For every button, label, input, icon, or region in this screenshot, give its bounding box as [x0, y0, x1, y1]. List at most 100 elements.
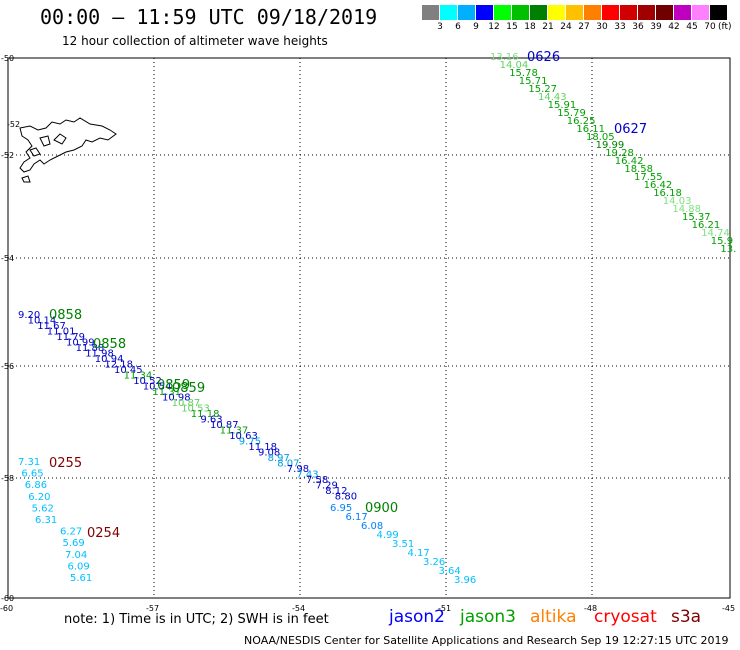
wave-height-value: 7.04 [65, 550, 87, 561]
legend-tick-label: 18 [524, 22, 536, 32]
map-title: 00:00 – 11:59 UTC 09/18/2019 [40, 5, 378, 29]
legend-tick-label: 24 [560, 22, 572, 32]
wave-height-value: 13. [720, 244, 736, 255]
wave-height-value: 7.43 [296, 470, 318, 481]
x-axis-label: -45 [722, 604, 735, 613]
legend-swatch [458, 5, 476, 20]
legend-swatch [494, 5, 512, 20]
wave-height-value: 11.01 [47, 327, 76, 338]
legend-swatch [674, 5, 692, 20]
wave-height-value: 10.99 [66, 338, 95, 349]
wave-height-value: 11.88 [76, 343, 105, 354]
wave-height-value: 11.18 [248, 442, 277, 453]
wave-height-value: 8.80 [335, 492, 357, 503]
wave-height-value: 9.75 [239, 437, 261, 448]
legend-tick-label: 15 [506, 22, 518, 32]
wave-height-value: 16.18 [653, 188, 682, 199]
wave-height-value: 10.52 [133, 376, 162, 387]
wave-height-value: 8.97 [268, 453, 290, 464]
wave-height-value: 12.18 [104, 360, 133, 371]
wave-height-value: 16.11 [576, 124, 605, 135]
pass-time-label: 0858 [49, 308, 82, 323]
legend-tick-label: 30 [596, 22, 608, 32]
satellite-legend-jason3: jason3 [460, 607, 516, 627]
y-axis-label: -56 [1, 362, 14, 371]
x-axis-label: -57 [146, 604, 159, 613]
wave-height-value: 3.51 [392, 539, 414, 550]
x-axis-label: -51 [438, 604, 451, 613]
wave-height-value: 9.20 [18, 310, 40, 321]
x-axis-label: -48 [584, 604, 597, 613]
wave-height-value: 18.58 [624, 164, 653, 175]
altimeter-tracks: 13.1614.0415.7815.7115.2714.4315.9115.79… [18, 52, 736, 586]
y-axis-label: -54 [1, 254, 14, 263]
y-axis-label: -58 [1, 474, 14, 483]
legend-swatch [656, 5, 674, 20]
legend-swatch [584, 5, 602, 20]
wave-height-value: 9.08 [258, 448, 280, 459]
satellite-legend-jason2: jason2 [389, 607, 445, 627]
satellite-legend-cryosat: cryosat [594, 607, 657, 627]
wave-height-value: 3.64 [439, 566, 461, 577]
wave-height-value: 11.31 [152, 387, 181, 398]
legend-tick-label: 3 [437, 22, 443, 32]
wave-height-value: 10.63 [229, 431, 258, 442]
map-subtitle: 12 hour collection of altimeter wave hei… [62, 34, 328, 48]
wave-height-value: 10.14 [28, 316, 57, 327]
legend-swatch [512, 5, 530, 20]
wave-height-value: 14.74 [701, 228, 730, 239]
legend-swatch [710, 5, 728, 20]
wave-height-value: 7.58 [306, 475, 328, 486]
wave-height-value: 7.31 [18, 457, 40, 468]
wave-height-value: 3.96 [454, 575, 476, 586]
legend-tick-label: 6 [455, 22, 461, 32]
satellite-legend-s3a: s3a [671, 607, 702, 627]
legend-tick-label: 9 [473, 22, 479, 32]
pass-time-label: 0859 [172, 381, 205, 396]
wave-height-value: 15.9 [711, 236, 733, 247]
wave-height-value: 5.62 [32, 503, 54, 514]
legend-tick-label: 27 [578, 22, 590, 32]
wave-height-value: 11.79 [56, 332, 85, 343]
x-axis-label: -54 [292, 604, 305, 613]
legend-swatch [692, 5, 710, 20]
falkland-islands-outline [19, 117, 117, 173]
legend-tick-label: 39 [650, 22, 662, 32]
wave-height-value: 14.03 [663, 196, 692, 207]
legend-swatch [602, 5, 620, 20]
wave-height-value: 19.28 [605, 148, 634, 159]
wave-height-value: 10.87 [210, 420, 239, 431]
pass-time-label: 0900 [365, 501, 398, 516]
wave-height-value: 7.98 [287, 464, 309, 475]
wave-height-value: 10.45 [114, 365, 143, 376]
wave-height-value: 19.99 [596, 140, 625, 151]
coastline [19, 117, 117, 183]
legend-tick-label: 70 [704, 22, 716, 32]
wave-height-value: 5.61 [70, 573, 92, 584]
wave-height-value: 11.67 [37, 321, 66, 332]
wave-height-value: 8.07 [277, 459, 299, 470]
wave-height-value: 15.79 [557, 108, 586, 119]
legend-swatch [440, 5, 458, 20]
wave-height-value: 4.17 [408, 548, 430, 559]
wave-height-value: 10.94 [95, 354, 124, 365]
wave-height-value: 17.55 [634, 172, 663, 183]
footer-credit: NOAA/NESDIS Center for Satellite Applica… [244, 634, 729, 647]
wave-height-value: 6.17 [346, 512, 368, 523]
wave-height-value: 15.91 [548, 100, 577, 111]
grid-lines [8, 58, 730, 598]
wave-height-value: 11.34 [124, 371, 153, 382]
wave-height-value: 10.53 [181, 404, 210, 415]
wave-height-value: 6.08 [361, 521, 383, 532]
legend-unit: (ft) [718, 22, 732, 32]
wave-height-value: 6.20 [28, 492, 50, 503]
color-scale-legend: 3 6 9 12 15 18 21 24 27 30 33 36 39 42 45 70 (ft) [422, 5, 732, 41]
wave-height-value: 4.99 [377, 530, 399, 541]
wave-height-value: 6.27 [60, 527, 82, 538]
legend-swatch [422, 5, 440, 20]
wave-height-value: 7.29 [316, 481, 338, 492]
wave-height-value: 10.98 [162, 393, 191, 404]
wave-height-value: 9.63 [200, 415, 222, 426]
legend-swatch [476, 5, 494, 20]
